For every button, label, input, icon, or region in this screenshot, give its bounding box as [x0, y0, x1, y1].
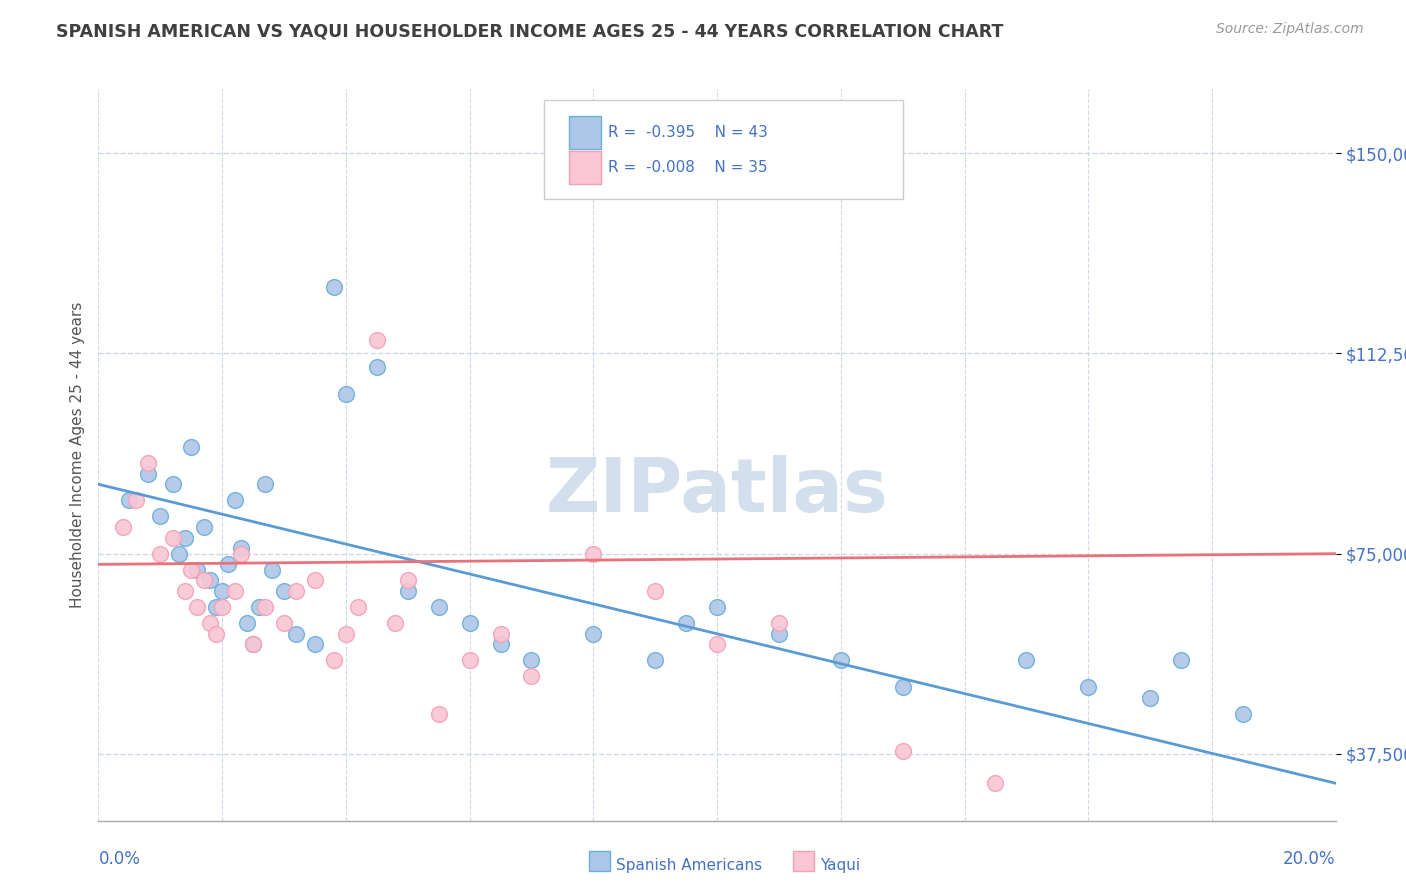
Point: [229, 541, 252, 556]
Text: ZIPatlas: ZIPatlas: [546, 455, 889, 528]
Point: [193, 520, 215, 534]
Point: [149, 509, 172, 524]
Point: [830, 653, 852, 667]
Point: [458, 653, 481, 667]
Point: [112, 520, 135, 534]
Point: [211, 584, 233, 599]
Point: [458, 616, 481, 631]
Point: [366, 333, 388, 347]
FancyBboxPatch shape: [568, 116, 600, 149]
Point: [118, 493, 141, 508]
Point: [273, 616, 295, 631]
Point: [186, 600, 208, 615]
Text: Source: ZipAtlas.com: Source: ZipAtlas.com: [1216, 22, 1364, 37]
Point: [335, 386, 357, 401]
Point: [322, 279, 344, 293]
Point: [162, 477, 184, 491]
Point: [236, 616, 259, 631]
Point: [224, 584, 246, 599]
Y-axis label: Householder Income Ages 25 - 44 years: Householder Income Ages 25 - 44 years: [69, 301, 84, 608]
Point: [229, 547, 252, 561]
FancyBboxPatch shape: [568, 151, 600, 185]
Point: [366, 359, 388, 374]
Text: 0.0%: 0.0%: [98, 850, 141, 868]
Point: [644, 584, 666, 599]
Point: [489, 637, 512, 651]
Point: [162, 531, 184, 545]
Point: [180, 563, 202, 577]
Point: [136, 467, 159, 481]
Point: [396, 574, 419, 588]
Point: [198, 616, 221, 631]
Point: [242, 637, 264, 651]
Point: [582, 547, 605, 561]
Point: [136, 456, 159, 470]
Point: [174, 531, 197, 545]
FancyBboxPatch shape: [544, 100, 903, 199]
Point: [304, 637, 326, 651]
Point: [1015, 653, 1038, 667]
Point: [149, 547, 172, 561]
Point: [706, 600, 728, 615]
Point: [285, 584, 308, 599]
Point: [304, 574, 326, 588]
Point: [1232, 706, 1254, 721]
Point: [273, 584, 295, 599]
Text: R =  -0.008    N = 35: R = -0.008 N = 35: [609, 160, 768, 175]
Point: [124, 493, 146, 508]
Point: [205, 600, 228, 615]
Point: [180, 440, 202, 454]
Point: [254, 477, 277, 491]
Point: [396, 584, 419, 599]
Point: [193, 574, 215, 588]
Point: [198, 574, 221, 588]
Point: [1077, 680, 1099, 694]
Point: [644, 653, 666, 667]
Point: [582, 627, 605, 641]
Point: [167, 547, 190, 561]
Point: [768, 616, 790, 631]
Point: [1139, 690, 1161, 705]
Point: [384, 616, 406, 631]
Point: [427, 600, 450, 615]
Point: [489, 627, 512, 641]
Point: [768, 627, 790, 641]
Point: [520, 653, 543, 667]
Point: [217, 558, 239, 572]
Point: [211, 600, 233, 615]
Point: [186, 563, 208, 577]
Point: [254, 600, 277, 615]
Text: Spanish Americans: Spanish Americans: [616, 858, 762, 872]
Point: [335, 627, 357, 641]
Text: SPANISH AMERICAN VS YAQUI HOUSEHOLDER INCOME AGES 25 - 44 YEARS CORRELATION CHAR: SPANISH AMERICAN VS YAQUI HOUSEHOLDER IN…: [56, 22, 1004, 40]
Point: [285, 627, 308, 641]
Point: [891, 680, 914, 694]
Text: R =  -0.395    N = 43: R = -0.395 N = 43: [609, 125, 768, 140]
Text: Yaqui: Yaqui: [820, 858, 860, 872]
Point: [675, 616, 697, 631]
Point: [322, 653, 344, 667]
Point: [891, 744, 914, 758]
Point: [347, 600, 370, 615]
Point: [1170, 653, 1192, 667]
Point: [260, 563, 283, 577]
Point: [984, 776, 1007, 790]
Point: [427, 706, 450, 721]
Text: 20.0%: 20.0%: [1284, 850, 1336, 868]
Point: [520, 669, 543, 683]
Point: [242, 637, 264, 651]
Point: [224, 493, 246, 508]
Point: [706, 637, 728, 651]
Point: [205, 627, 228, 641]
Point: [174, 584, 197, 599]
Point: [247, 600, 270, 615]
